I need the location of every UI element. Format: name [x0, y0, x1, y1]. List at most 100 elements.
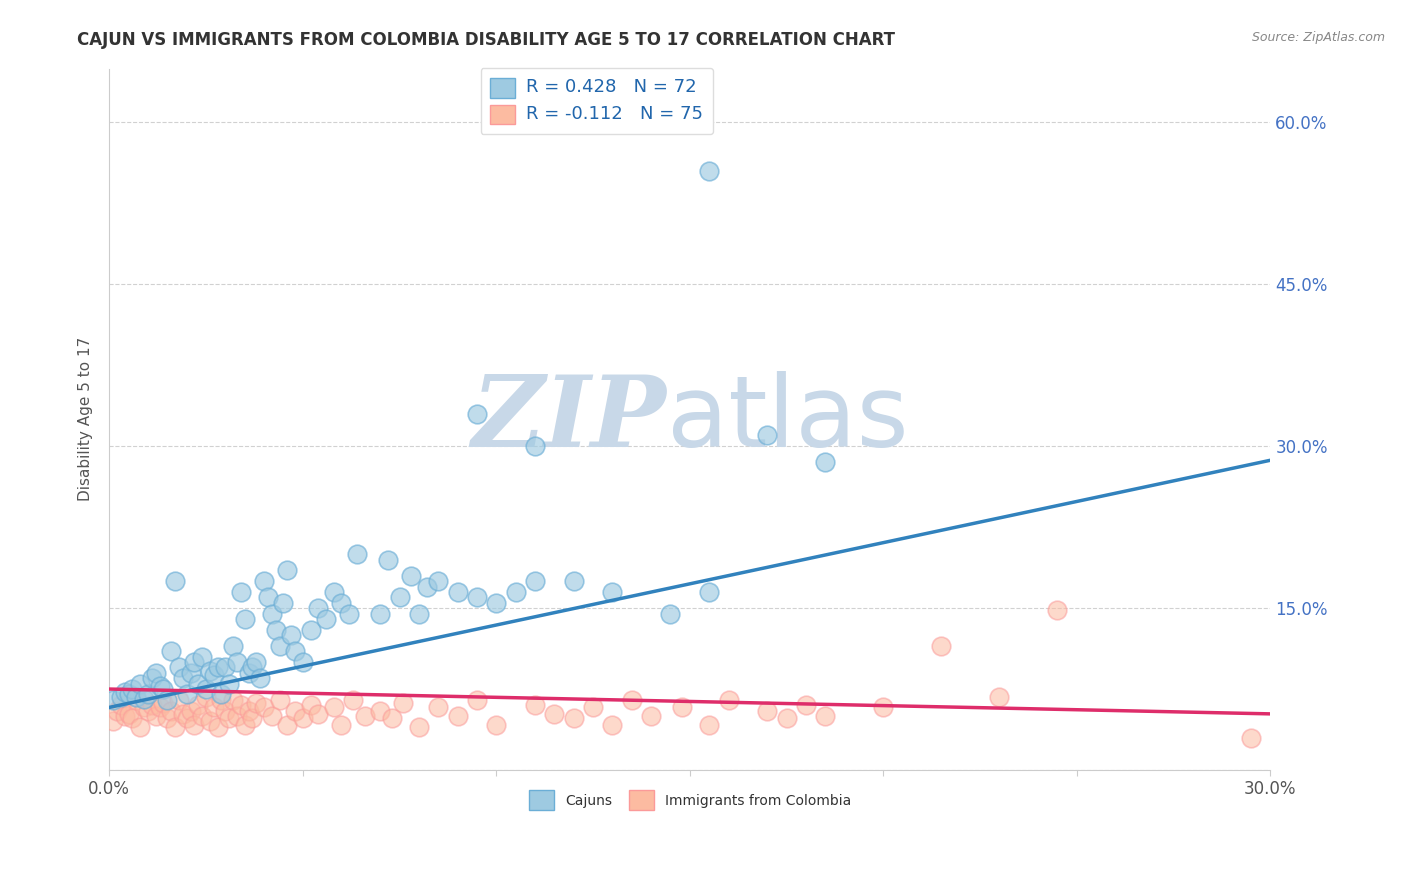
- Point: [129, 720, 152, 734]
- Point: [671, 700, 693, 714]
- Point: [172, 706, 194, 721]
- Point: [148, 700, 170, 714]
- Point: [114, 685, 136, 699]
- Point: [229, 698, 252, 713]
- Point: [368, 607, 391, 621]
- Point: [117, 706, 139, 721]
- Point: [152, 681, 174, 696]
- Point: [485, 717, 508, 731]
- Point: [218, 711, 240, 725]
- Point: [1240, 731, 1263, 745]
- Point: [775, 711, 797, 725]
- Point: [125, 693, 148, 707]
- Point: [330, 717, 353, 731]
- Point: [381, 711, 404, 725]
- Point: [342, 693, 364, 707]
- Point: [180, 665, 202, 680]
- Point: [415, 580, 437, 594]
- Point: [249, 671, 271, 685]
- Point: [242, 660, 264, 674]
- Point: [101, 693, 124, 707]
- Point: [697, 717, 720, 731]
- Point: [257, 591, 280, 605]
- Point: [253, 700, 276, 714]
- Point: [160, 644, 183, 658]
- Point: [408, 720, 430, 734]
- Point: [330, 596, 353, 610]
- Point: [211, 688, 233, 702]
- Point: [269, 693, 291, 707]
- Point: [988, 690, 1011, 704]
- Point: [353, 709, 375, 723]
- Point: [485, 596, 508, 610]
- Point: [602, 585, 624, 599]
- Point: [260, 607, 283, 621]
- Point: [238, 665, 260, 680]
- Point: [307, 706, 329, 721]
- Point: [187, 698, 209, 713]
- Point: [697, 164, 720, 178]
- Point: [322, 585, 344, 599]
- Point: [207, 660, 229, 674]
- Point: [399, 568, 422, 582]
- Point: [156, 711, 179, 725]
- Point: [218, 676, 240, 690]
- Point: [125, 690, 148, 704]
- Point: [207, 720, 229, 734]
- Point: [446, 585, 468, 599]
- Point: [284, 644, 307, 658]
- Text: ZIP: ZIP: [471, 371, 666, 467]
- Point: [299, 698, 322, 713]
- Point: [110, 698, 132, 713]
- Point: [284, 704, 307, 718]
- Point: [167, 660, 190, 674]
- Point: [640, 709, 662, 723]
- Point: [198, 714, 221, 729]
- Point: [756, 704, 779, 718]
- Point: [163, 720, 186, 734]
- Point: [931, 639, 953, 653]
- Point: [145, 665, 167, 680]
- Point: [524, 439, 547, 453]
- Point: [524, 698, 547, 713]
- Point: [156, 693, 179, 707]
- Point: [167, 693, 190, 707]
- Point: [582, 700, 605, 714]
- Point: [129, 676, 152, 690]
- Point: [180, 704, 202, 718]
- Y-axis label: Disability Age 5 to 17: Disability Age 5 to 17: [79, 337, 93, 501]
- Point: [121, 681, 143, 696]
- Point: [183, 717, 205, 731]
- Point: [543, 706, 565, 721]
- Text: atlas: atlas: [666, 371, 908, 467]
- Text: CAJUN VS IMMIGRANTS FROM COLOMBIA DISABILITY AGE 5 TO 17 CORRELATION CHART: CAJUN VS IMMIGRANTS FROM COLOMBIA DISABI…: [77, 31, 896, 49]
- Point: [291, 655, 314, 669]
- Point: [141, 698, 163, 713]
- Point: [141, 671, 163, 685]
- Point: [269, 639, 291, 653]
- Point: [105, 704, 128, 718]
- Point: [388, 591, 411, 605]
- Point: [315, 612, 337, 626]
- Point: [136, 704, 159, 718]
- Point: [408, 607, 430, 621]
- Point: [145, 709, 167, 723]
- Point: [121, 711, 143, 725]
- Point: [214, 660, 236, 674]
- Point: [233, 612, 256, 626]
- Point: [814, 455, 837, 469]
- Point: [505, 585, 527, 599]
- Point: [377, 552, 399, 566]
- Point: [872, 700, 894, 714]
- Point: [264, 623, 287, 637]
- Point: [346, 547, 368, 561]
- Point: [132, 700, 155, 714]
- Point: [392, 696, 415, 710]
- Text: Source: ZipAtlas.com: Source: ZipAtlas.com: [1251, 31, 1385, 45]
- Point: [427, 574, 450, 588]
- Point: [465, 407, 488, 421]
- Point: [195, 681, 218, 696]
- Point: [260, 709, 283, 723]
- Point: [222, 639, 245, 653]
- Point: [214, 704, 236, 718]
